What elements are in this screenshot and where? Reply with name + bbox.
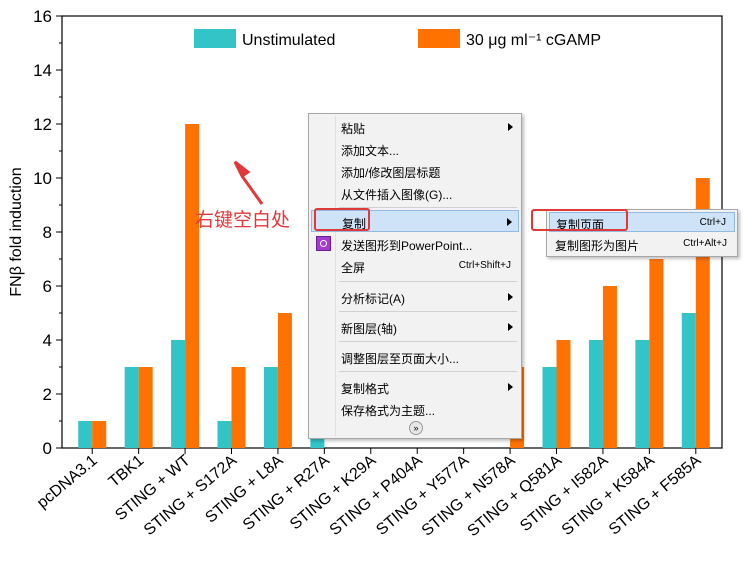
copy-submenu: 复制页面 Ctrl+J 复制图形为图片 Ctrl+Alt+J (546, 209, 738, 257)
menu-item-label: 调整图层至页面大小... (341, 352, 460, 366)
menu-item-label: 粘贴 (341, 122, 366, 136)
bar-cgamp (231, 367, 246, 448)
submenu-arrow-icon (508, 293, 513, 301)
menu-item-label: 复制格式 (341, 382, 390, 396)
y-tick-label: 14 (33, 61, 52, 80)
bar-cgamp (649, 259, 664, 448)
powerpoint-icon (316, 236, 331, 251)
chevron-double-down-icon[interactable]: » (409, 421, 423, 435)
menu-item-copy[interactable]: 复制 (311, 210, 519, 232)
y-tick-label: 12 (33, 115, 52, 134)
bar-unstimulated (78, 421, 93, 448)
menu-item-shortcut: Ctrl+Shift+J (458, 260, 511, 271)
y-tick-label: 16 (33, 7, 52, 26)
menu-item-layer-title[interactable]: 添加/修改图层标题 (311, 160, 519, 182)
menu-item-fullscreen[interactable]: 全屏 Ctrl+Shift+J (311, 255, 519, 277)
menu-item-label: 保存格式为主题... (341, 404, 436, 418)
menu-item-copy-format[interactable]: 复制格式 (311, 376, 519, 398)
bar-unstimulated (217, 421, 232, 448)
y-axis-label: FNβ fold induction (8, 167, 25, 296)
menu-item-label: 发送图形到PowerPoint... (341, 239, 473, 253)
menu-separator (339, 311, 517, 312)
menu-item-label: 从文件插入图像(G)... (341, 188, 453, 202)
bar-cgamp (277, 313, 292, 448)
annotation-arrow-icon (233, 160, 264, 205)
submenu-item-label: 复制页面 (556, 218, 605, 232)
submenu-item-label: 复制图形为图片 (555, 239, 640, 253)
menu-item-label: 复制 (342, 217, 367, 231)
menu-item-label: 添加/修改图层标题 (341, 166, 441, 180)
bar-cgamp (92, 421, 107, 448)
annotation-text: 右键空白处 (195, 210, 291, 231)
bar-cgamp (138, 367, 153, 448)
bar-unstimulated (263, 367, 278, 448)
submenu-item-shortcut: Ctrl+Alt+J (683, 238, 727, 249)
y-tick-label: 4 (43, 331, 52, 350)
x-tick-label: pcDNA3.1 (34, 452, 101, 512)
menu-gutter (335, 116, 336, 436)
submenu-arrow-icon (507, 218, 512, 226)
submenu-arrow-icon (508, 123, 513, 131)
bar-unstimulated (542, 367, 557, 448)
bar-cgamp (185, 124, 200, 448)
legend-swatch (194, 29, 236, 48)
y-tick-label: 10 (33, 169, 52, 188)
menu-separator (339, 371, 517, 372)
submenu-arrow-icon (508, 383, 513, 391)
menu-item-new-layer[interactable]: 新图层(轴) (311, 316, 519, 338)
bar-unstimulated (588, 340, 603, 448)
highlight-box-copy (314, 208, 370, 231)
y-tick-label: 6 (43, 277, 52, 296)
menu-item-insert-image[interactable]: 从文件插入图像(G)... (311, 182, 519, 204)
bar-unstimulated (635, 340, 650, 448)
legend-label: 30 μg ml⁻¹ cGAMP (466, 32, 601, 49)
menu-item-label: 分析标记(A) (341, 292, 405, 306)
submenu-item-copy-as-picture[interactable]: 复制图形为图片 Ctrl+Alt+J (549, 234, 735, 254)
legend-label: Unstimulated (242, 32, 335, 49)
menu-item-save-theme[interactable]: 保存格式为主题... (311, 398, 519, 420)
submenu-item-shortcut: Ctrl+J (699, 217, 726, 228)
menu-item-label: 添加文本... (341, 144, 400, 158)
context-menu: 粘贴 添加文本... 添加/修改图层标题 从文件插入图像(G)... 复制 发送… (308, 113, 522, 439)
menu-item-send-to-powerpoint[interactable]: 发送图形到PowerPoint... (311, 233, 519, 255)
menu-separator (339, 207, 517, 208)
submenu-item-copy-page[interactable]: 复制页面 Ctrl+J (549, 212, 735, 232)
menu-item-label: 全屏 (341, 261, 366, 275)
menu-item-analysis-markers[interactable]: 分析标记(A) (311, 286, 519, 308)
y-tick-label: 8 (43, 223, 52, 242)
menu-item-fit-layer[interactable]: 调整图层至页面大小... (311, 346, 519, 368)
highlight-box-copy-page (531, 209, 628, 231)
x-tick-label: TBK1 (106, 452, 148, 491)
bar-cgamp (556, 340, 571, 448)
bar-cgamp (602, 286, 617, 448)
menu-item-paste[interactable]: 粘贴 (311, 116, 519, 138)
bar-unstimulated (124, 367, 139, 448)
y-tick-label: 2 (43, 385, 52, 404)
submenu-arrow-icon (508, 323, 513, 331)
menu-separator (339, 341, 517, 342)
menu-item-add-text[interactable]: 添加文本... (311, 138, 519, 160)
menu-item-label: 新图层(轴) (341, 322, 397, 336)
menu-separator (339, 281, 517, 282)
bar-unstimulated (171, 340, 186, 448)
bar-unstimulated (681, 313, 696, 448)
legend-swatch (418, 29, 460, 48)
y-tick-label: 0 (43, 439, 52, 458)
